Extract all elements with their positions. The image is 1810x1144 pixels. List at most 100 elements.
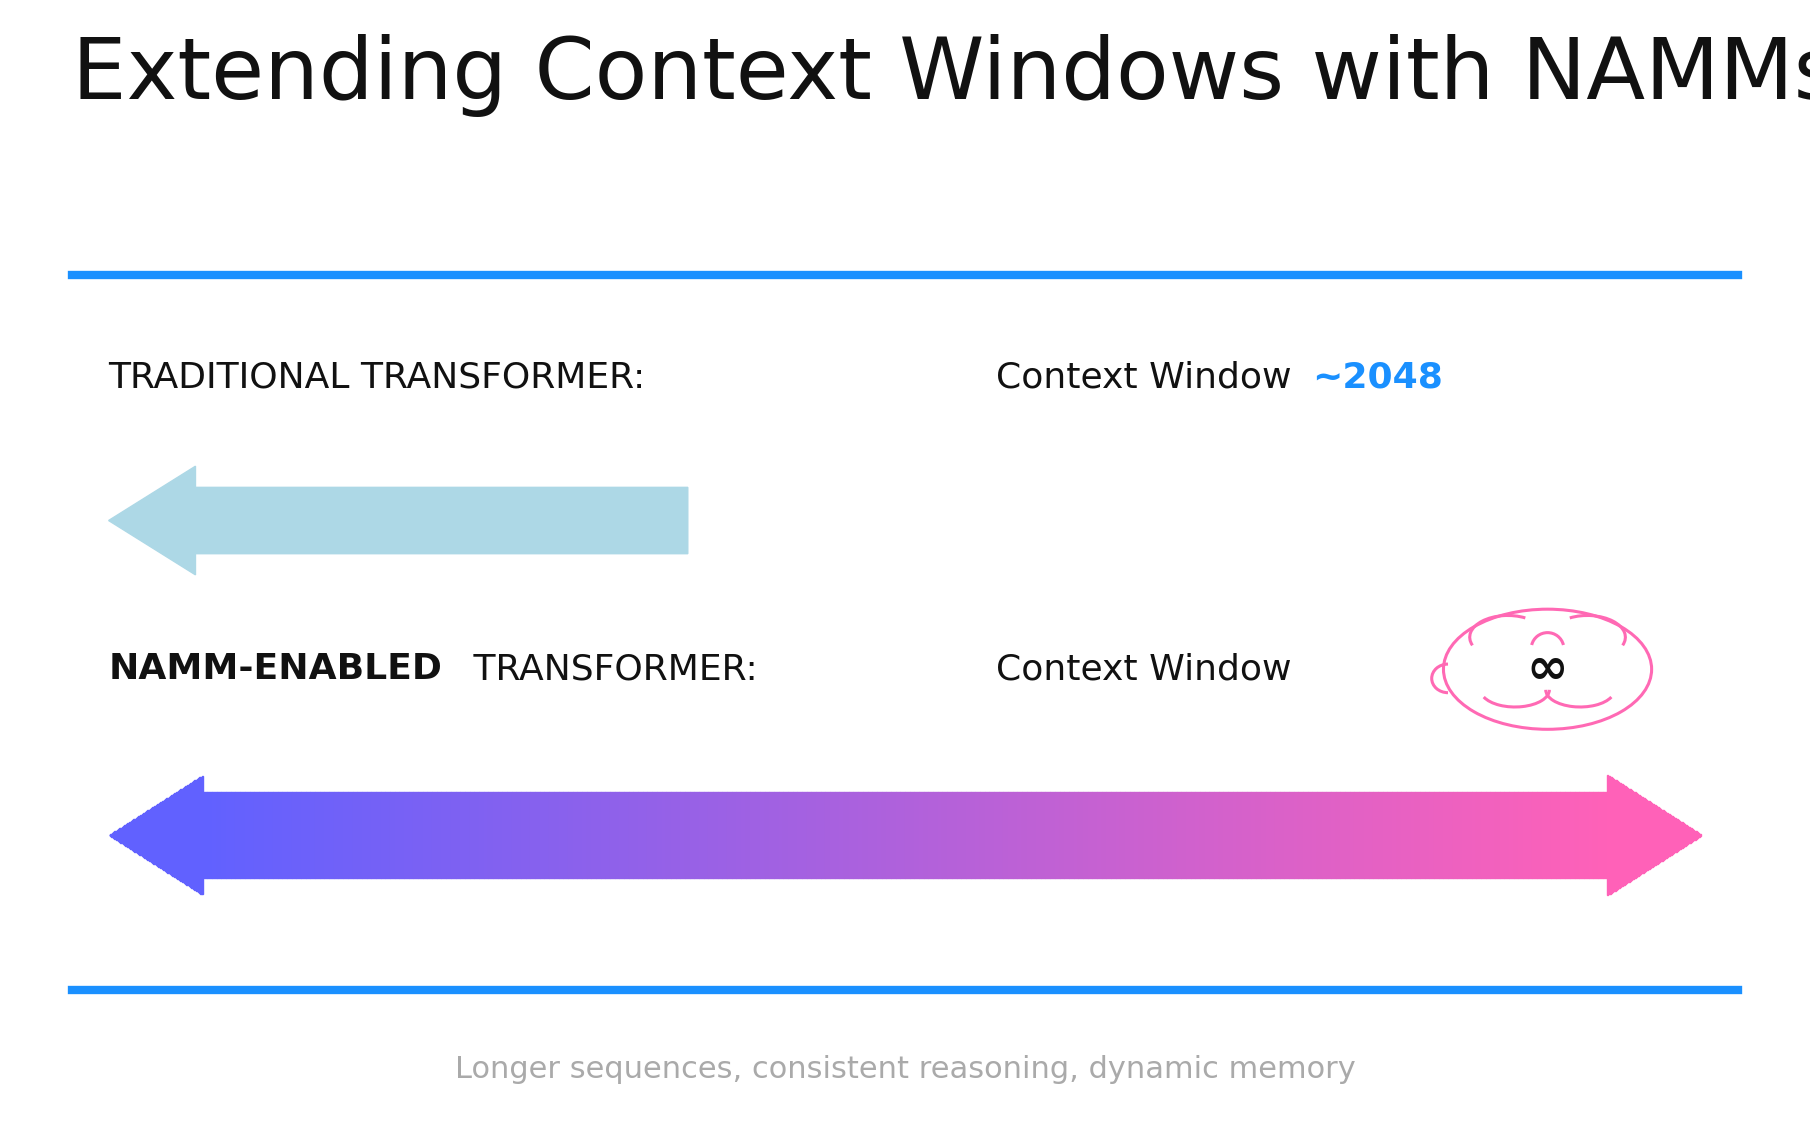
Bar <box>666 792 672 879</box>
Bar <box>1195 792 1200 879</box>
Bar <box>469 792 474 879</box>
Bar <box>483 792 489 879</box>
Bar <box>1330 792 1336 879</box>
Bar <box>1341 792 1345 879</box>
Bar <box>521 792 525 879</box>
Bar <box>1481 792 1486 879</box>
Bar <box>681 792 684 879</box>
Bar <box>639 792 643 879</box>
Bar <box>1115 792 1120 879</box>
Bar <box>503 792 507 879</box>
Bar <box>1350 792 1354 879</box>
Bar <box>217 792 221 879</box>
Bar <box>914 792 919 879</box>
Bar <box>1227 792 1233 879</box>
Bar <box>418 792 424 879</box>
Bar <box>203 792 208 879</box>
Bar <box>1522 792 1528 879</box>
Bar <box>722 792 728 879</box>
Bar <box>1218 792 1224 879</box>
Bar <box>1209 792 1215 879</box>
Bar <box>840 792 843 879</box>
Bar <box>1377 792 1383 879</box>
Bar <box>775 792 778 879</box>
Bar <box>1421 792 1424 879</box>
Bar <box>1542 792 1546 879</box>
Bar <box>367 792 371 879</box>
Text: NAMM-ENABLED: NAMM-ENABLED <box>109 652 442 686</box>
Bar <box>400 792 404 879</box>
Bar <box>489 792 492 879</box>
Bar <box>424 792 427 879</box>
Bar <box>1354 792 1359 879</box>
Bar <box>1023 792 1026 879</box>
Bar <box>648 792 652 879</box>
Bar <box>572 792 577 879</box>
Bar <box>451 792 456 879</box>
Bar <box>1082 792 1088 879</box>
Text: Context Window: Context Window <box>996 360 1303 395</box>
Bar <box>212 792 217 879</box>
Bar <box>1224 792 1227 879</box>
Bar <box>268 792 273 879</box>
Bar <box>1026 792 1032 879</box>
Bar <box>746 792 751 879</box>
Text: TRADITIONAL TRANSFORMER:: TRADITIONAL TRANSFORMER: <box>109 360 646 395</box>
Bar <box>1363 792 1368 879</box>
Bar <box>1251 792 1256 879</box>
Bar <box>1055 792 1059 879</box>
Bar <box>344 792 348 879</box>
Bar <box>595 792 601 879</box>
Bar <box>1215 792 1218 879</box>
Bar <box>825 792 831 879</box>
Bar <box>731 792 737 879</box>
Bar <box>784 792 787 879</box>
Bar <box>1448 792 1453 879</box>
Bar <box>1158 792 1162 879</box>
Bar <box>760 792 764 879</box>
Bar <box>300 792 306 879</box>
Bar <box>577 792 583 879</box>
Bar <box>834 792 840 879</box>
Bar <box>652 792 657 879</box>
Bar <box>221 792 226 879</box>
Bar <box>1186 792 1191 879</box>
Bar <box>1167 792 1171 879</box>
Bar <box>1200 792 1205 879</box>
Bar <box>657 792 661 879</box>
Bar <box>465 792 469 879</box>
Bar <box>905 792 910 879</box>
Bar <box>1336 792 1341 879</box>
Bar <box>699 792 704 879</box>
Bar <box>934 792 938 879</box>
Bar <box>442 792 447 879</box>
Bar <box>1513 792 1519 879</box>
Bar <box>291 792 297 879</box>
Bar <box>1439 792 1443 879</box>
Bar <box>1368 792 1374 879</box>
Bar <box>952 792 956 879</box>
Bar <box>1233 792 1238 879</box>
Bar <box>288 792 291 879</box>
Bar <box>1205 792 1209 879</box>
Bar <box>967 792 970 879</box>
Bar <box>333 792 338 879</box>
Bar <box>910 792 914 879</box>
Bar <box>208 792 212 879</box>
Bar <box>1102 792 1106 879</box>
Bar <box>1091 792 1097 879</box>
Bar <box>1510 792 1513 879</box>
Bar <box>675 792 681 879</box>
Bar <box>684 792 690 879</box>
Bar <box>404 792 409 879</box>
Bar <box>704 792 708 879</box>
Bar <box>1079 792 1082 879</box>
Bar <box>1008 792 1012 879</box>
Bar <box>802 792 807 879</box>
Bar <box>1129 792 1135 879</box>
Bar <box>728 792 731 879</box>
Bar <box>380 792 386 879</box>
Bar <box>1256 792 1262 879</box>
Bar <box>672 792 675 879</box>
Bar <box>849 792 854 879</box>
